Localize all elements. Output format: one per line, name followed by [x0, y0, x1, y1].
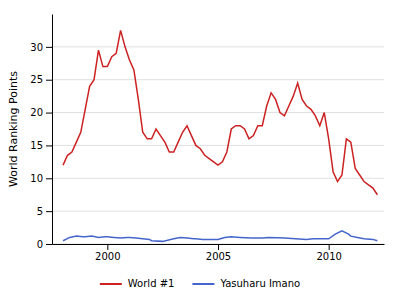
tick-mark [46, 80, 52, 81]
tick-label: 25 [30, 74, 43, 85]
tick: 2000 [95, 244, 120, 262]
grid-line [52, 178, 384, 179]
legend-label: Yasuharu Imano [219, 278, 300, 289]
tick-mark [46, 211, 52, 212]
grid-line [52, 79, 384, 80]
x-axis: 2000 2005 2010 [53, 244, 385, 262]
tick-label: 0 [37, 239, 43, 250]
legend-swatch [100, 283, 122, 285]
tick: 15 [30, 140, 52, 151]
tick: 2005 [206, 244, 231, 262]
grid-line [52, 46, 384, 47]
plot: 2000 2005 2010 0 5 10 15 20 25 30 [30, 15, 384, 263]
tick-label: 15 [30, 140, 43, 151]
chart: 2000 2005 2010 0 5 10 15 20 25 30 World Ranking Po… [0, 0, 400, 300]
tick-mark [107, 244, 108, 250]
grid-line [52, 145, 384, 146]
tick-label: 30 [30, 42, 43, 53]
tick-label: 2010 [316, 251, 341, 262]
lines [63, 30, 377, 241]
tick-mark [46, 47, 52, 48]
tick-mark [46, 145, 52, 146]
tick-label: 2005 [206, 251, 231, 262]
tick-label: 10 [30, 173, 43, 184]
tick: 0 [37, 239, 52, 250]
legend-label: World #1 [128, 278, 175, 289]
grid-line [52, 211, 384, 212]
tick: 5 [37, 206, 52, 217]
tick-label: 20 [30, 107, 43, 118]
axis-line [52, 15, 53, 245]
tick-mark [46, 178, 52, 179]
tick-mark [329, 244, 330, 250]
tick-label: 5 [37, 206, 43, 217]
legend-item: Yasuharu Imano [192, 278, 300, 289]
tick-mark [46, 244, 52, 245]
series-line [63, 30, 377, 194]
legend-swatch [192, 283, 214, 285]
tick: 2010 [316, 244, 341, 262]
y-axis: 0 5 10 15 20 25 30 [30, 15, 52, 250]
tick: 30 [30, 42, 52, 53]
series-line [63, 231, 377, 242]
grid-line [52, 112, 384, 113]
tick-mark [218, 244, 219, 250]
y-axis-title: World Ranking Points [7, 71, 20, 187]
legend: World #1 Yasuharu Imano [100, 278, 300, 289]
grid [52, 47, 384, 244]
legend-item: World #1 [100, 278, 175, 289]
tick: 25 [30, 74, 52, 85]
tick-label: 2000 [95, 251, 120, 262]
tick: 20 [30, 107, 52, 118]
tick: 10 [30, 173, 52, 184]
tick-mark [46, 113, 52, 114]
